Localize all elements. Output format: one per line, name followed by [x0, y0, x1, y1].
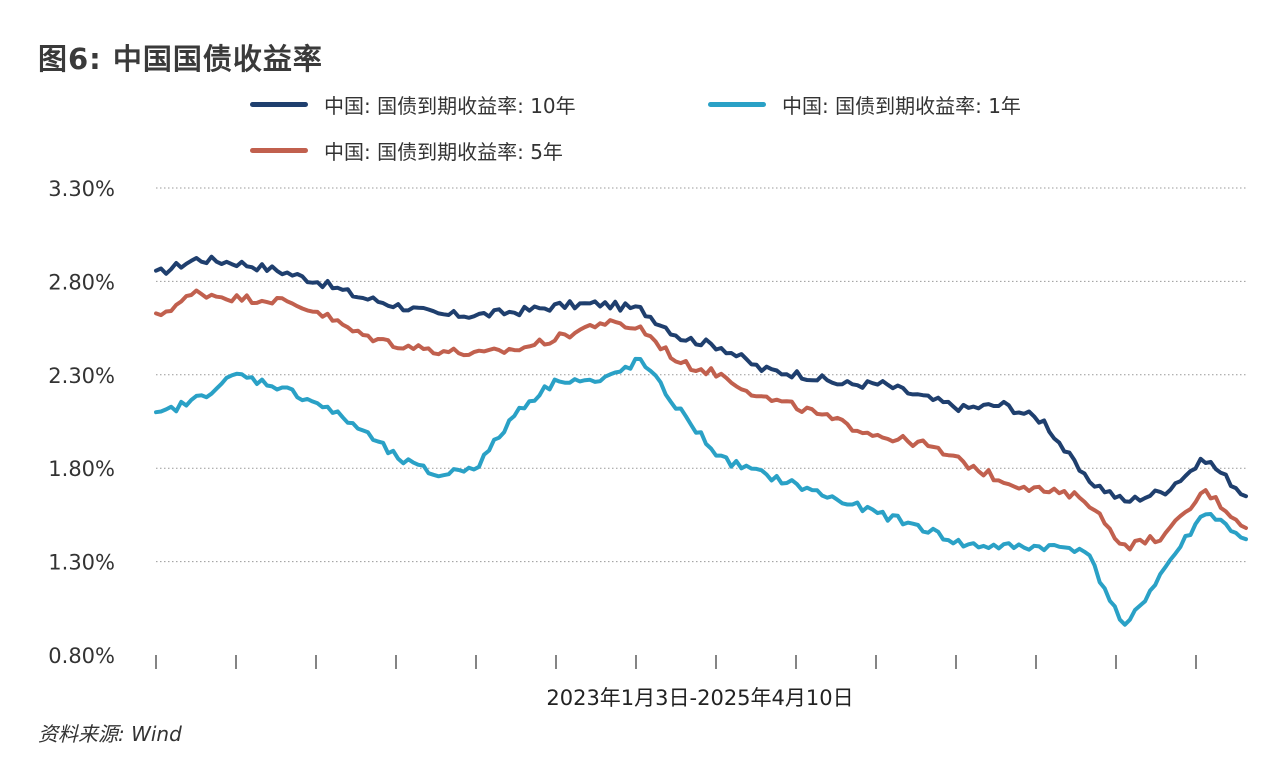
legend-swatch-10y: [250, 102, 308, 107]
chart-title: 图6: 中国国债收益率: [38, 42, 323, 76]
y-tick-label: 2.80%: [48, 270, 115, 294]
legend-label-5y: 中国: 国债到期收益率: 5年: [324, 140, 563, 164]
legend-item-5y: 中国: 国债到期收益率: 5年: [250, 136, 563, 165]
legend-label-10y: 中国: 国债到期收益率: 10年: [324, 94, 576, 118]
legend-swatch-1y: [708, 102, 766, 107]
y-tick-label: 1.80%: [48, 457, 115, 481]
y-tick-label: 2.30%: [48, 364, 115, 388]
legend-item-10y: 中国: 国债到期收益率: 10年: [250, 90, 576, 119]
legend-swatch-5y: [250, 148, 308, 153]
series-line-0: [154, 254, 1248, 504]
y-tick-label: 3.30%: [48, 177, 115, 201]
legend-label-1y: 中国: 国债到期收益率: 1年: [782, 94, 1021, 118]
series-line-2: [154, 356, 1248, 627]
source-note: 资料来源: Wind: [38, 722, 182, 746]
x-axis-label: 2023年1月3日-2025年4月10日: [546, 686, 854, 710]
legend: 中国: 国债到期收益率: 10年 中国: 国债到期收益率: 1年 中国: 国债到…: [250, 90, 1150, 170]
legend-item-1y: 中国: 国债到期收益率: 1年: [708, 90, 1021, 119]
series-line-1: [154, 288, 1248, 552]
y-tick-label: 1.30%: [48, 551, 115, 575]
y-tick-label: 0.80%: [48, 644, 115, 668]
